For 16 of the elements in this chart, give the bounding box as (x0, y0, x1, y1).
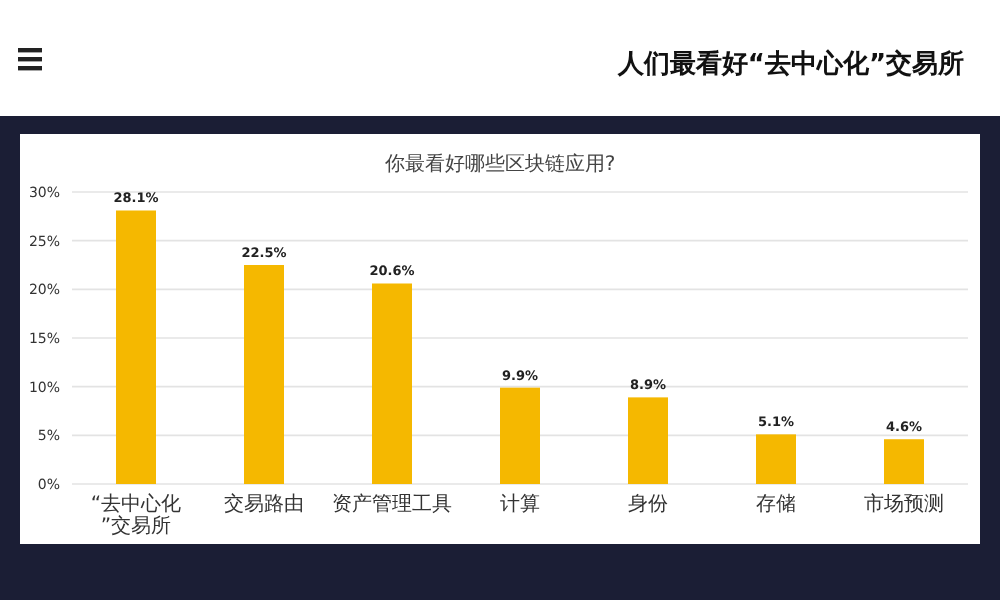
text: 人们最看好“去中心化”交易所 (615, 48, 964, 80)
x-tick-label: 交易路由 (224, 492, 304, 516)
bar (372, 283, 412, 484)
x-tick-label: 市场预测 (864, 492, 944, 516)
x-tick-label: “去中心化”交易所 (90, 492, 182, 538)
bar (116, 210, 156, 484)
x-tick-label: 身份 (628, 492, 668, 516)
bar (756, 434, 796, 484)
bar (884, 439, 924, 484)
bar (244, 265, 284, 484)
bar (500, 387, 540, 484)
chart-title: 你最看好哪些区块链应用? (384, 152, 616, 176)
bar (628, 397, 668, 484)
x-tick-label: 存储 (756, 492, 796, 516)
x-tick-label: 资产管理工具 (332, 492, 452, 516)
x-tick-label: 计算 (500, 492, 540, 516)
